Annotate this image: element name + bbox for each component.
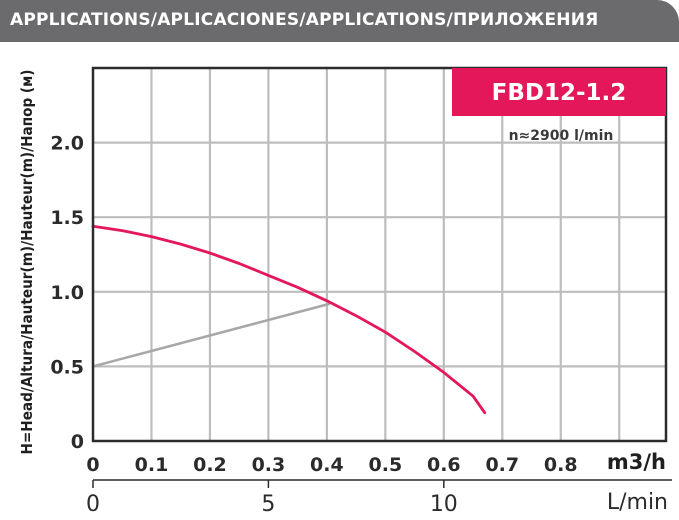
y-tick-label: 1.5	[50, 207, 84, 229]
x-tick-label: 0.6	[427, 454, 461, 476]
x-tick-label: 0.7	[485, 454, 519, 476]
pump-curve-line	[91, 224, 487, 415]
x2-tick-label: 0	[86, 492, 100, 517]
y-axis-title: H=Head/Altura/Hauteur(m)/Hauteur(m)/Напо…	[18, 70, 36, 455]
y-tick-label: 1.0	[50, 282, 84, 304]
x-tick-label: 0.4	[310, 454, 344, 476]
x-tick-label: 0.5	[369, 454, 403, 476]
plot-frame	[91, 66, 668, 443]
system-curve-line	[92, 302, 331, 368]
x-tick-label: 0.3	[252, 454, 286, 476]
y-tick-label: 2.0	[50, 133, 84, 155]
x2-tick-label: 10	[430, 492, 458, 517]
x-axis-title-m3h: m3/h	[607, 450, 666, 474]
y-tick-label: 0	[71, 431, 84, 453]
x-tick-label: 0	[86, 454, 99, 476]
y-tick-label: 0.5	[50, 356, 84, 378]
x2-tick-label: 5	[261, 492, 275, 517]
x-axis-title-lmin: L/min	[607, 490, 668, 515]
x-tick-label: 0.2	[193, 454, 227, 476]
applications-header-bar: APPLICATIONS/APLICACIONES/APPLICATIONS/П…	[0, 0, 679, 42]
x-tick-label: 0.8	[544, 454, 578, 476]
model-label-box	[452, 68, 666, 116]
speed-label: n≈2900 l/min	[509, 128, 614, 144]
x-tick-label: 0.1	[135, 454, 169, 476]
applications-header-title: APPLICATIONS/APLICACIONES/APPLICATIONS/П…	[10, 10, 599, 30]
model-label: FBD12-1.2	[492, 80, 627, 106]
